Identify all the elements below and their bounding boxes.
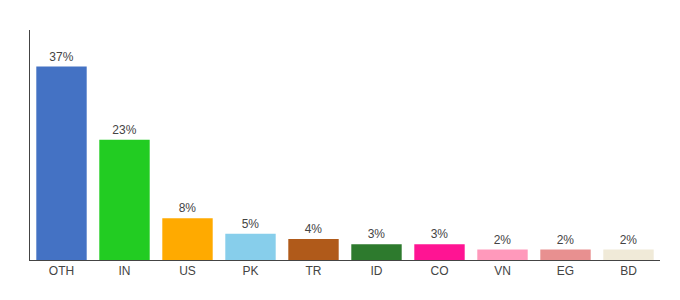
svg-text:2%: 2% [557,233,575,247]
svg-text:CO: CO [431,264,449,278]
svg-text:BD: BD [620,264,637,278]
svg-text:PK: PK [242,264,258,278]
svg-text:37%: 37% [49,50,73,64]
svg-text:23%: 23% [112,123,136,137]
svg-text:OTH: OTH [49,264,74,278]
svg-text:US: US [179,264,196,278]
svg-text:TR: TR [306,264,322,278]
svg-text:8%: 8% [179,201,197,215]
svg-text:3%: 3% [431,227,449,241]
svg-text:2%: 2% [494,233,512,247]
svg-text:EG: EG [557,264,574,278]
svg-text:VN: VN [494,264,511,278]
svg-text:ID: ID [371,264,383,278]
svg-text:5%: 5% [242,217,260,231]
svg-text:2%: 2% [620,233,638,247]
svg-text:4%: 4% [305,222,323,236]
svg-text:IN: IN [119,264,131,278]
svg-text:3%: 3% [368,227,386,241]
